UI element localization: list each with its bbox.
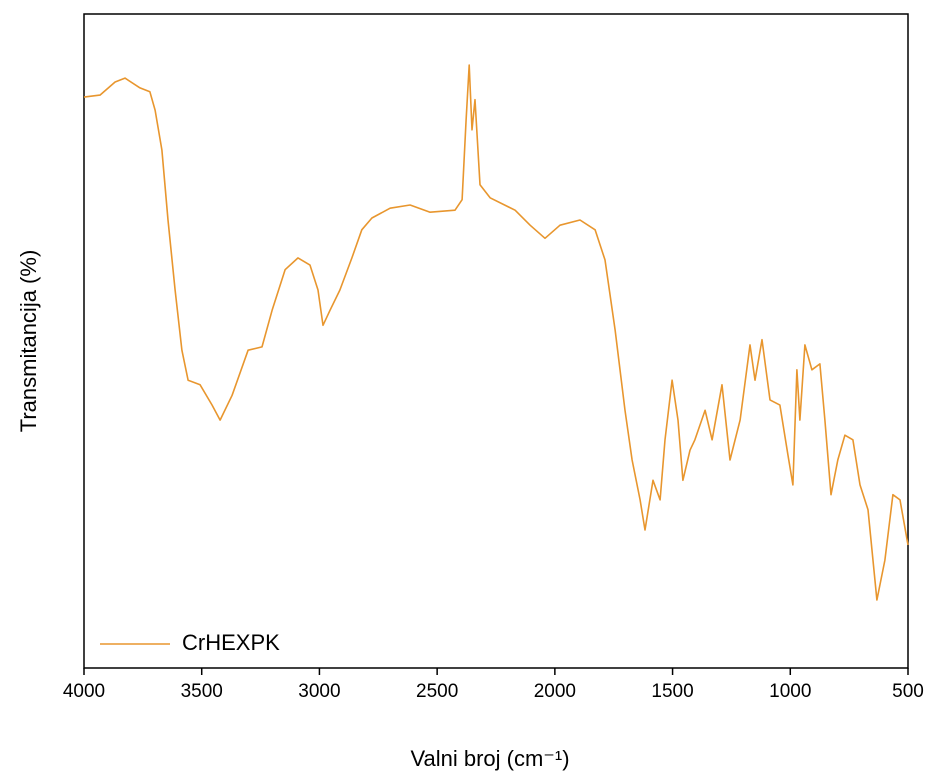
x-tick-label: 2500	[416, 681, 458, 702]
legend-label: CrHEXPK	[182, 630, 280, 655]
x-tick-label: 4000	[63, 681, 105, 702]
x-tick-label: 3000	[298, 681, 340, 702]
x-tick-label: 2000	[534, 681, 576, 702]
spectrum-line	[83, 64, 909, 601]
plot-frame	[83, 13, 909, 669]
x-axis-label: Valni broj (cm⁻¹)	[410, 746, 569, 771]
x-tick-label: 1500	[651, 681, 693, 702]
x-tick-label: 500	[892, 681, 924, 702]
y-axis-label: Transmitancija (%)	[16, 250, 41, 433]
x-tick-label: 1000	[769, 681, 811, 702]
x-tick-label: 3500	[181, 681, 223, 702]
